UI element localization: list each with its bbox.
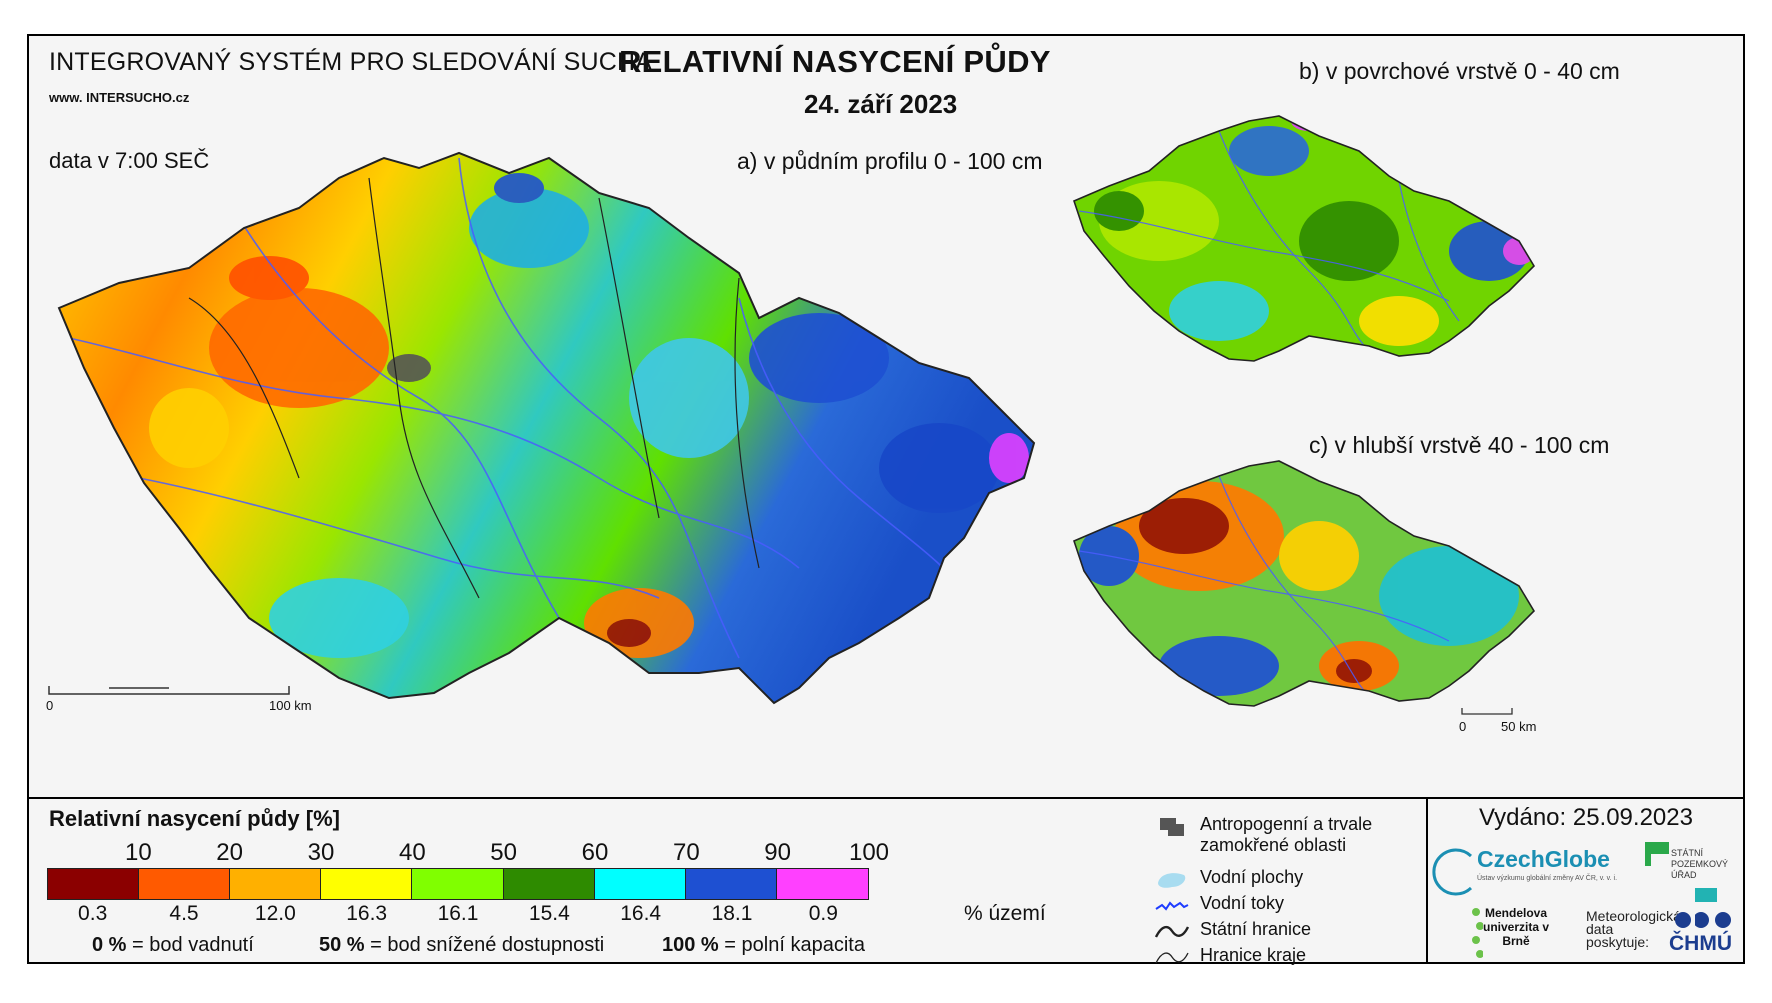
urban-area-icon	[1160, 818, 1184, 836]
map-a-title: a) v půdním profilu 0 - 100 cm	[737, 148, 1043, 174]
legend-tick-label: 90	[764, 839, 792, 866]
scale-bar-small	[1461, 708, 1513, 715]
scale-main-end: 100 km	[269, 698, 312, 713]
legend-color-class	[776, 869, 868, 899]
meteorological-data-note: Meteorologická data poskytuje:	[1586, 908, 1681, 950]
data-time: data v 7:00 SEČ	[49, 148, 210, 173]
legend-area-share: 0.3	[78, 902, 108, 925]
definition-wilting-point: 0 % = bod vadnutí	[92, 934, 254, 956]
symbol-rivers: Vodní toky	[1154, 893, 1284, 919]
legend-area-share: 15.4	[528, 902, 570, 925]
legend-color-class	[685, 869, 777, 899]
map-b-title: b) v povrchové vrstvě 0 - 40 cm	[1299, 58, 1620, 84]
river-icon	[1155, 901, 1189, 911]
divider-horizontal	[29, 797, 1743, 799]
website-link[interactable]: www. INTERSUCHO.cz	[49, 90, 189, 105]
legend-tick-label: 100	[848, 839, 890, 866]
system-title: INTEGROVANÝ SYSTÉM PRO SLEDOVÁNÍ SUCHA	[49, 48, 653, 76]
legend-color-class	[230, 869, 322, 899]
map-c-title: c) v hlubší vrstvě 40 - 100 cm	[1309, 432, 1610, 458]
state-border-icon	[1154, 925, 1190, 938]
divider-vertical	[1426, 797, 1428, 962]
legend-color-class	[139, 869, 231, 899]
water-body-icon	[1158, 873, 1186, 888]
spu-logo-icon	[1645, 842, 1669, 866]
legend-title: Relativní nasycení půdy [%]	[49, 806, 340, 831]
definition-field-capacity: 100 % = polní kapacita	[662, 934, 865, 956]
scale-small-start: 0	[1459, 719, 1467, 734]
czechglobe-logo: CzechGlobe Ústav výzkumu globální změny …	[1477, 846, 1618, 882]
chmu-logo: ČHMÚ	[1669, 932, 1732, 955]
symbol-urban-areas: Antropogenní a trvale zamokřené oblasti	[1154, 814, 1394, 856]
region-border-icon	[1155, 952, 1189, 964]
issued-date: Vydáno: 25.09.2023	[1479, 804, 1693, 831]
spu-logo: STÁTNÍ POZEMKOVÝ ÚŘAD	[1671, 848, 1729, 880]
mendelu-logo-icon	[1472, 908, 1483, 958]
legend-tick-label: 10	[124, 839, 152, 866]
definition-reduced-availability: 50 % = bod snížené dostupnosti	[319, 934, 605, 956]
map-sheet: INTEGROVANÝ SYSTÉM PRO SLEDOVÁNÍ SUCHA w…	[27, 34, 1745, 965]
legend-color-class	[321, 869, 413, 899]
map-b-surface-0-40	[1073, 115, 1535, 362]
page-title: RELATIVNÍ NASYCENÍ PŮDY	[619, 44, 1051, 79]
legend-tick-label: 60	[581, 839, 609, 866]
legend-area-share: 18.1	[711, 902, 753, 925]
legend-color-class	[503, 869, 595, 899]
scale-main-start: 0	[46, 698, 54, 713]
legend-area-share: 0.9	[808, 902, 838, 925]
legend-area-share: 4.5	[169, 902, 199, 925]
legend-tick-label: 70	[672, 839, 700, 866]
scale-small-end: 50 km	[1501, 719, 1537, 734]
legend-tick-label: 30	[307, 839, 335, 866]
legend-tick-label: 50	[490, 839, 518, 866]
map-a-profile-0-100	[48, 152, 1035, 704]
spu-logo-mark	[1695, 888, 1717, 902]
symbol-water-bodies: Vodní plochy	[1154, 867, 1303, 893]
legend-area-share: 16.4	[620, 902, 662, 925]
symbol-region-border: Hranice kraje	[1154, 945, 1306, 971]
legend-color-bar	[47, 868, 869, 900]
scale-bar-main	[48, 686, 290, 695]
czechglobe-logo-icon	[1432, 848, 1473, 896]
map-date: 24. září 2023	[804, 89, 958, 119]
legend-area-share: 16.1	[437, 902, 479, 925]
website-text: www. INTERSUCHO.cz	[49, 90, 190, 105]
chmu-logo-icon	[1675, 912, 1731, 928]
legend-color-class	[48, 869, 140, 899]
legend-color-class	[412, 869, 504, 899]
legend-tick-label: 40	[398, 839, 426, 866]
legend-area-share: 16.3	[346, 902, 388, 925]
legend-color-class	[594, 869, 686, 899]
legend-tick-label: 20	[216, 839, 244, 866]
mendelu-logo: Mendelova univerzita v Brně	[1482, 906, 1550, 948]
symbol-state-border: Státní hranice	[1154, 919, 1311, 945]
legend-area-share: 12.0	[254, 902, 296, 925]
share-unit: % území	[964, 902, 1046, 925]
map-c-deep-40-100	[1073, 460, 1535, 715]
